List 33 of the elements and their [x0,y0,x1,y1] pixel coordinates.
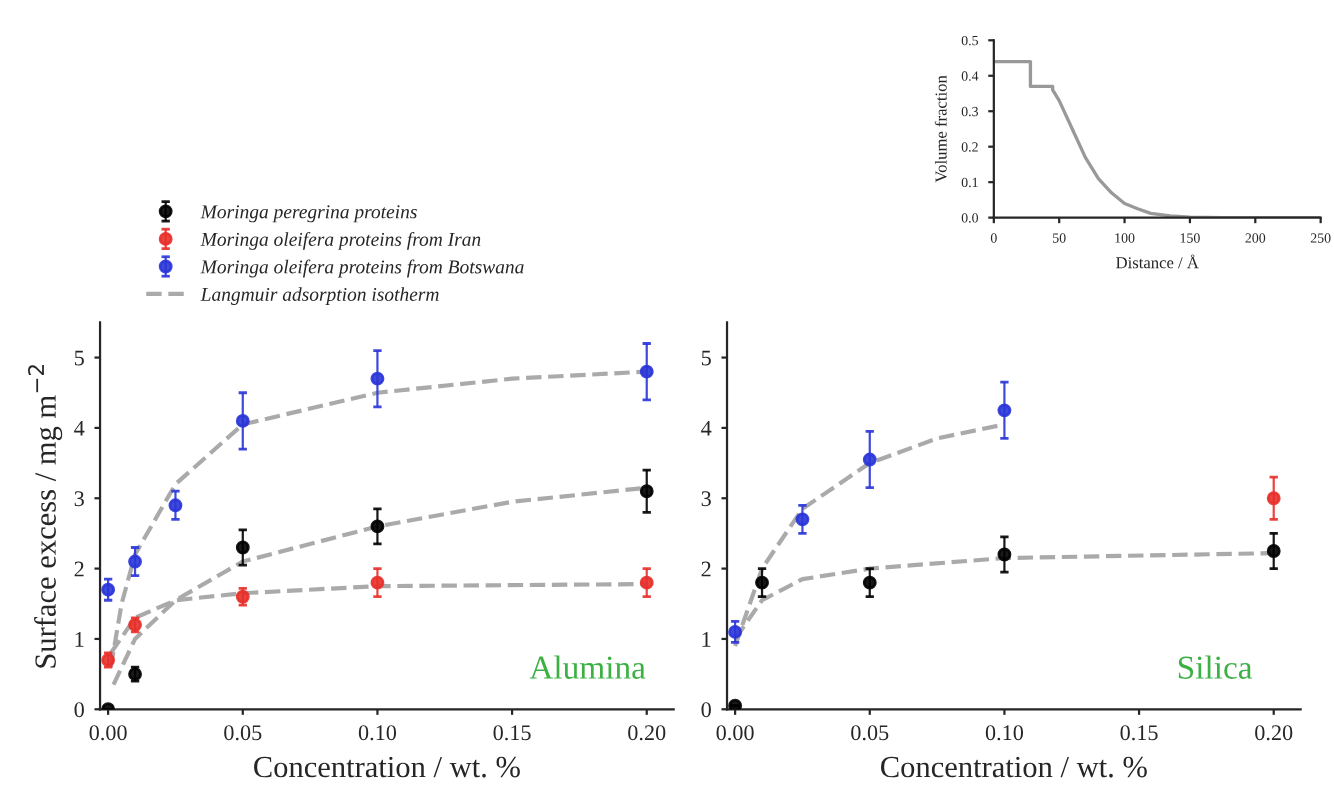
x-axis-title: Concentration / wt. % [254,756,520,778]
x-axis-title: Concentration / wt. % [881,756,1147,778]
y-tick-label: 5 [74,350,84,366]
x-tick-label: 0.00 [89,725,127,741]
y-tick-label: 5 [701,350,711,366]
y-axis-title: Surface excess / mg m$^{−2}$ [28,365,63,668]
x-tick-label: 0.00 [716,725,754,741]
x-tick-label: 0.20 [1255,725,1293,741]
annotation: Alumina [529,655,646,679]
legend-label: Moringa oleifera proteins from Iran [200,232,481,250]
x-axis-title: Distance / Å [1116,254,1199,269]
x-tick-label: 0.05 [851,725,889,741]
y-tick-label: 1 [702,631,711,647]
y-tick-label: 2 [701,561,711,577]
y-tick-label: 0 [74,702,84,718]
y-tick-label: 4 [74,420,85,436]
x-tick-label: 0.15 [493,725,531,741]
x-tick-label: 0.05 [224,725,262,741]
y-tick-label: 2 [74,561,84,577]
x-tick-label: 0.20 [628,725,666,741]
y-tick-label: 4 [701,420,712,436]
y-tick-label: 1 [75,631,84,647]
legend-label: Moringa peregrina proteins [200,205,417,223]
y-axis-title: Volume fraction [934,75,947,183]
x-tick-label: 0.15 [1120,725,1158,741]
x-tick-label: 0.10 [358,725,397,741]
legend-label: Langmuir adsorption isotherm [200,287,439,305]
legend-label: Moringa oleifera proteins from Botswana [200,259,524,278]
y-tick-label: 0 [701,702,711,718]
annotation: Silica [1178,655,1253,679]
y-tick-label: 3 [74,491,84,507]
x-tick-label: 0.10 [985,725,1024,741]
y-tick-label: 3 [701,491,711,507]
